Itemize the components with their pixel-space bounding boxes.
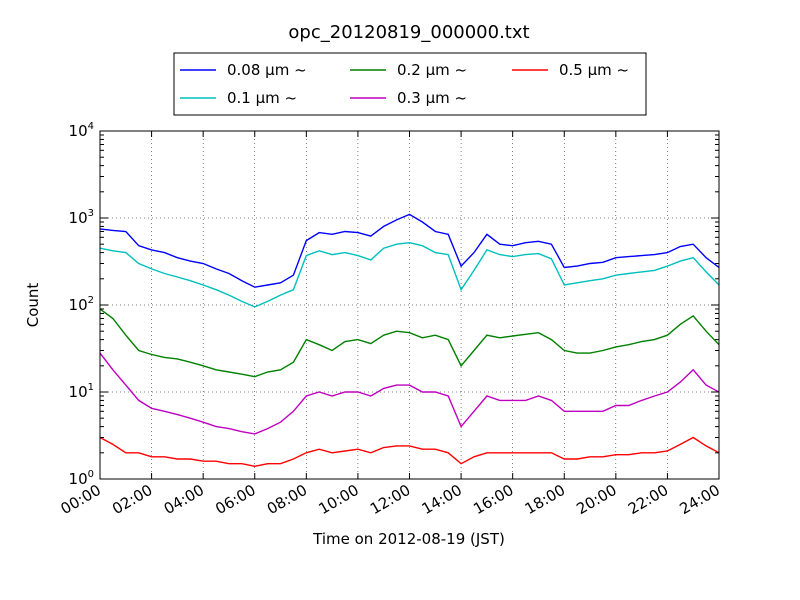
y-tick-label: 102 xyxy=(69,295,94,314)
x-tick-label: 16:00 xyxy=(470,481,516,518)
chart-title: opc_20120819_000000.txt xyxy=(288,22,529,43)
x-tick-label: 14:00 xyxy=(419,481,465,518)
x-tick-label: 20:00 xyxy=(573,481,619,518)
legend-label-4: 0.5 μm ~ xyxy=(559,61,629,79)
y-tick-labels: 100 101 102 103 104 xyxy=(69,121,94,488)
y-axis-label: Count xyxy=(24,283,42,328)
grid-lines xyxy=(100,131,719,479)
legend-label-2: 0.2 μm ~ xyxy=(397,61,467,79)
y-tick-label: 104 xyxy=(69,121,94,140)
series-line-4 xyxy=(100,436,719,468)
legend: 0.08 μm ~ 0.1 μm ~ 0.2 μm ~ 0.3 μm ~ 0.5 μm … xyxy=(180,61,629,107)
y-tick-label: 103 xyxy=(69,208,94,227)
x-tick-label: 08:00 xyxy=(264,481,310,518)
series-line-1 xyxy=(100,241,719,308)
x-tick-label: 02:00 xyxy=(109,481,155,518)
legend-label-1: 0.1 μm ~ xyxy=(227,89,297,107)
x-tick-label: 04:00 xyxy=(161,481,207,518)
x-tick-label: 10:00 xyxy=(315,481,361,518)
legend-label-3: 0.3 μm ~ xyxy=(397,89,467,107)
y-tick-label: 100 xyxy=(69,469,94,488)
axis-ticks xyxy=(99,130,720,480)
legend-box xyxy=(173,52,647,116)
y-tick-label: 101 xyxy=(69,382,94,401)
x-tick-label: 06:00 xyxy=(212,481,258,518)
x-tick-label: 12:00 xyxy=(367,481,413,518)
series-group xyxy=(100,213,719,468)
legend-label-0: 0.08 μm ~ xyxy=(227,61,307,79)
x-tick-label: 18:00 xyxy=(522,481,568,518)
series-line-0 xyxy=(100,213,719,288)
series-line-3 xyxy=(100,352,719,435)
x-tick-label: 24:00 xyxy=(677,481,723,518)
series-line-2 xyxy=(100,308,719,378)
x-tick-label: 22:00 xyxy=(625,481,671,518)
x-axis-label: Time on 2012-08-19 (JST) xyxy=(312,530,505,548)
x-tick-labels: 00:00 02:00 04:00 06:00 08:00 10:00 12:00 14:00… xyxy=(58,481,723,518)
